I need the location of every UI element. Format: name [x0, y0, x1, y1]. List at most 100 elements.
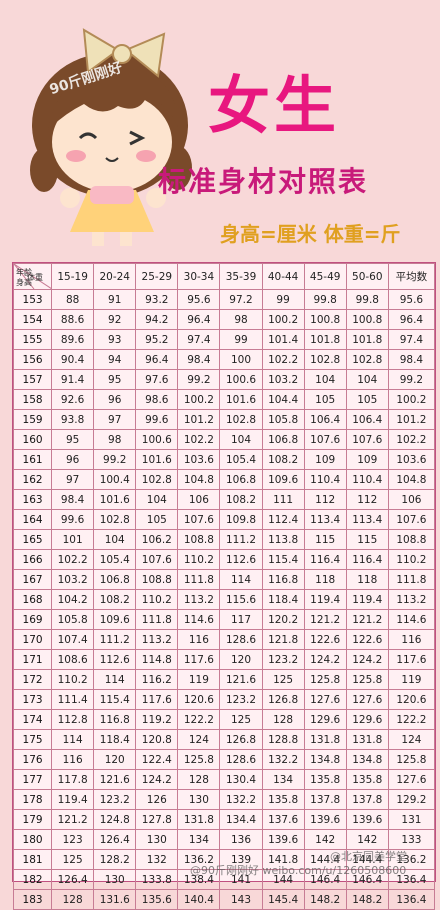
table-row: 177 117.8 121.6 124.2 128 130.4 134 135.8 135.8 1… [12, 769, 436, 790]
weight-cell: 136 [219, 829, 263, 850]
weight-cell: 142 [345, 829, 389, 850]
weight-cell: 126.8 [219, 729, 263, 750]
weight-cell: 112.6 [219, 549, 263, 570]
weight-cell: 102.2 [51, 549, 95, 570]
table-row: 176 116 120 122.4 125.8 128.6 132.2 134.8 134.8 1… [12, 749, 436, 770]
weight-cell: 134 [261, 769, 305, 790]
weight-cell: 129.6 [303, 709, 347, 730]
weight-cell: 140.4 [177, 889, 221, 910]
weight-cell: 121.6 [93, 769, 137, 790]
weight-cell: 125 [219, 709, 263, 730]
table-row: 164 99.6 102.8 105 107.6 109.8 112.4 113.4 113.4… [12, 509, 436, 530]
weight-cell: 113.4 [345, 509, 389, 530]
weight-cell: 122.6 [303, 629, 347, 650]
weight-cell: 122.4 [135, 749, 179, 770]
weight-cell: 117.8 [51, 769, 95, 790]
weight-cell: 100.2 [261, 309, 305, 330]
weight-cell: 105.4 [93, 549, 137, 570]
weight-cell: 123.2 [261, 649, 305, 670]
weight-cell: 107.6 [303, 429, 347, 450]
weight-cell: 125.8 [177, 749, 221, 770]
weight-cell: 135.6 [135, 889, 179, 910]
weight-cell: 114 [93, 669, 137, 690]
weight-cell: 129.2 [387, 789, 436, 810]
height-cell: 171 [12, 649, 53, 670]
weight-cell: 97.4 [177, 329, 221, 350]
weight-cell: 118 [345, 569, 389, 590]
weight-cell: 128 [177, 769, 221, 790]
weight-cell: 132.2 [261, 749, 305, 770]
weight-cell: 114.8 [135, 649, 179, 670]
weight-cell: 114.6 [387, 609, 436, 630]
weight-cell: 106.8 [219, 469, 263, 490]
weight-cell: 116 [177, 629, 221, 650]
weight-cell: 106.8 [261, 429, 305, 450]
table-row: 160 95 98 100.6 102.2 104 106.8 107.6 107.6 102.2 [12, 429, 436, 450]
weight-cell: 126 [135, 789, 179, 810]
weight-cell: 123.2 [219, 689, 263, 710]
table-row: 180 123 126.4 130 134 136 139.6 142 142 133 [12, 829, 436, 850]
weight-cell: 102.8 [219, 409, 263, 430]
weight-cell: 107.6 [345, 429, 389, 450]
table-row: 175 114 118.4 120.8 124 126.8 128.8 131.8 131.8 1… [12, 729, 436, 750]
weight-cell: 91 [93, 289, 137, 310]
weight-cell: 145.4 [261, 889, 305, 910]
weight-cell: 115.4 [261, 549, 305, 570]
weight-cell: 124 [177, 729, 221, 750]
height-cell: 159 [12, 409, 53, 430]
weight-cell: 131.6 [93, 889, 137, 910]
weight-cell: 122.2 [387, 709, 436, 730]
weight-cell: 99 [219, 329, 263, 350]
weight-cell: 108.8 [135, 569, 179, 590]
table-row: 159 93.8 97 99.6 101.2 102.8 105.8 106.4 106.4 10… [12, 409, 436, 430]
weight-cell: 135.8 [345, 769, 389, 790]
weight-cell: 137.6 [261, 809, 305, 830]
weight-cell: 97.2 [219, 289, 263, 310]
weight-cell: 105.4 [219, 449, 263, 470]
weight-cell: 114 [51, 729, 95, 750]
weight-cell: 104.8 [177, 469, 221, 490]
corner-label-bottom: 身高 [16, 278, 32, 287]
weight-cell: 108.2 [93, 589, 137, 610]
weight-cell: 105 [345, 389, 389, 410]
weight-cell: 98 [219, 309, 263, 330]
weight-cell: 119.4 [51, 789, 95, 810]
weight-cell: 113.4 [303, 509, 347, 530]
weight-cell: 148.2 [345, 889, 389, 910]
weight-cell: 112 [303, 489, 347, 510]
weight-cell: 110.2 [51, 669, 95, 690]
weight-cell: 101.6 [135, 449, 179, 470]
weight-cell: 132.2 [219, 789, 263, 810]
weight-cell: 139.6 [345, 809, 389, 830]
table-row: 162 97 100.4 102.8 104.8 106.8 109.6 110.4 110.4… [12, 469, 436, 490]
column-header: 50-60 [345, 263, 389, 290]
weight-cell: 93.2 [135, 289, 179, 310]
weight-cell: 109 [345, 449, 389, 470]
table-row: 169 105.8 109.6 111.8 114.6 117 120.2 121.2 121.… [12, 609, 436, 630]
page-subtitle: 标准身材对照表 [158, 165, 369, 198]
weight-cell: 124.2 [135, 769, 179, 790]
weight-cell: 105.8 [261, 409, 305, 430]
weight-cell: 127.6 [303, 689, 347, 710]
weight-cell: 104 [219, 429, 263, 450]
height-cell: 182 [12, 869, 53, 890]
weight-cell: 115.4 [93, 689, 137, 710]
weight-cell: 102.2 [261, 349, 305, 370]
height-cell: 153 [12, 289, 53, 310]
weight-cell: 125 [51, 849, 95, 870]
height-cell: 158 [12, 389, 53, 410]
weight-cell: 137.8 [303, 789, 347, 810]
table-row: 153 88 91 93.2 95.6 97.2 99 99.8 99.8 95.6 [12, 289, 436, 310]
weight-cell: 96 [51, 449, 95, 470]
weight-cell: 143 [219, 889, 263, 910]
corner-watermark: @北京同美学堂 [330, 850, 407, 863]
weight-cell: 120.2 [261, 609, 305, 630]
weight-cell: 95.2 [135, 329, 179, 350]
weight-cell: 100.2 [177, 389, 221, 410]
table-row: 166 102.2 105.4 107.6 110.2 112.6 115.4 116.4 11… [12, 549, 436, 570]
weight-cell: 98.6 [135, 389, 179, 410]
weight-cell: 104 [135, 489, 179, 510]
weight-cell: 99 [261, 289, 305, 310]
weight-cell: 109.8 [219, 509, 263, 530]
weight-cell: 99.6 [135, 409, 179, 430]
